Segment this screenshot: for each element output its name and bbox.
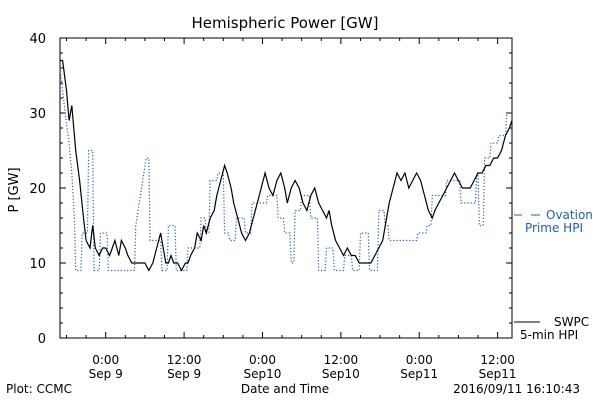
y-tick-label: 10	[29, 257, 46, 272]
x-tick-label-time: 12:00	[324, 353, 359, 367]
x-tick-label-time: 12:00	[480, 353, 515, 367]
x-tick-label-date: Sep 9	[89, 367, 123, 381]
x-tick-label-time: 0:00	[406, 353, 433, 367]
legend-ovation: Ovation Prime HPI	[514, 208, 593, 235]
x-tick-label-date: Sep10	[322, 367, 360, 381]
x-axis-label: Date and Time	[241, 382, 329, 396]
chart-title: Hemispheric Power [GW]	[192, 14, 379, 32]
x-tick-label-time: 0:00	[249, 353, 276, 367]
x-tick-label-date: Sep11	[400, 367, 438, 381]
footer-timestamp: 2016/09/11 16:10:43	[453, 382, 580, 396]
series-ovation-line	[59, 67, 512, 272]
x-tick-label-time: 12:00	[167, 353, 202, 367]
legend-swpc-label-1: SWPC	[554, 315, 589, 329]
x-tick-label-date: Sep 9	[167, 367, 201, 381]
y-axis-label: P [GW]	[7, 167, 22, 212]
series-swpc-line	[60, 59, 513, 272]
y-tick-label: 40	[29, 32, 46, 47]
legend-swpc-label-2: 5-min HPI	[520, 328, 578, 342]
y-tick-label: 0	[38, 332, 46, 347]
series-layer	[59, 59, 513, 272]
x-tick-label-date: Sep11	[479, 367, 517, 381]
legend-swpc: SWPC 5-min HPI	[514, 315, 589, 342]
y-tick-label: 30	[29, 107, 46, 122]
x-tick-label-time: 0:00	[92, 353, 119, 367]
plot-area-frame	[59, 37, 513, 339]
legend-ovation-label-1: Ovation	[546, 208, 593, 222]
legend-ovation-label-2: Prime HPI	[525, 221, 583, 235]
footer-credit: Plot: CCMC	[6, 382, 72, 396]
x-tick-label-date: Sep10	[244, 367, 282, 381]
y-tick-label: 20	[29, 182, 46, 197]
y-axis-ticks: 0 10 20 30 40	[29, 32, 512, 347]
